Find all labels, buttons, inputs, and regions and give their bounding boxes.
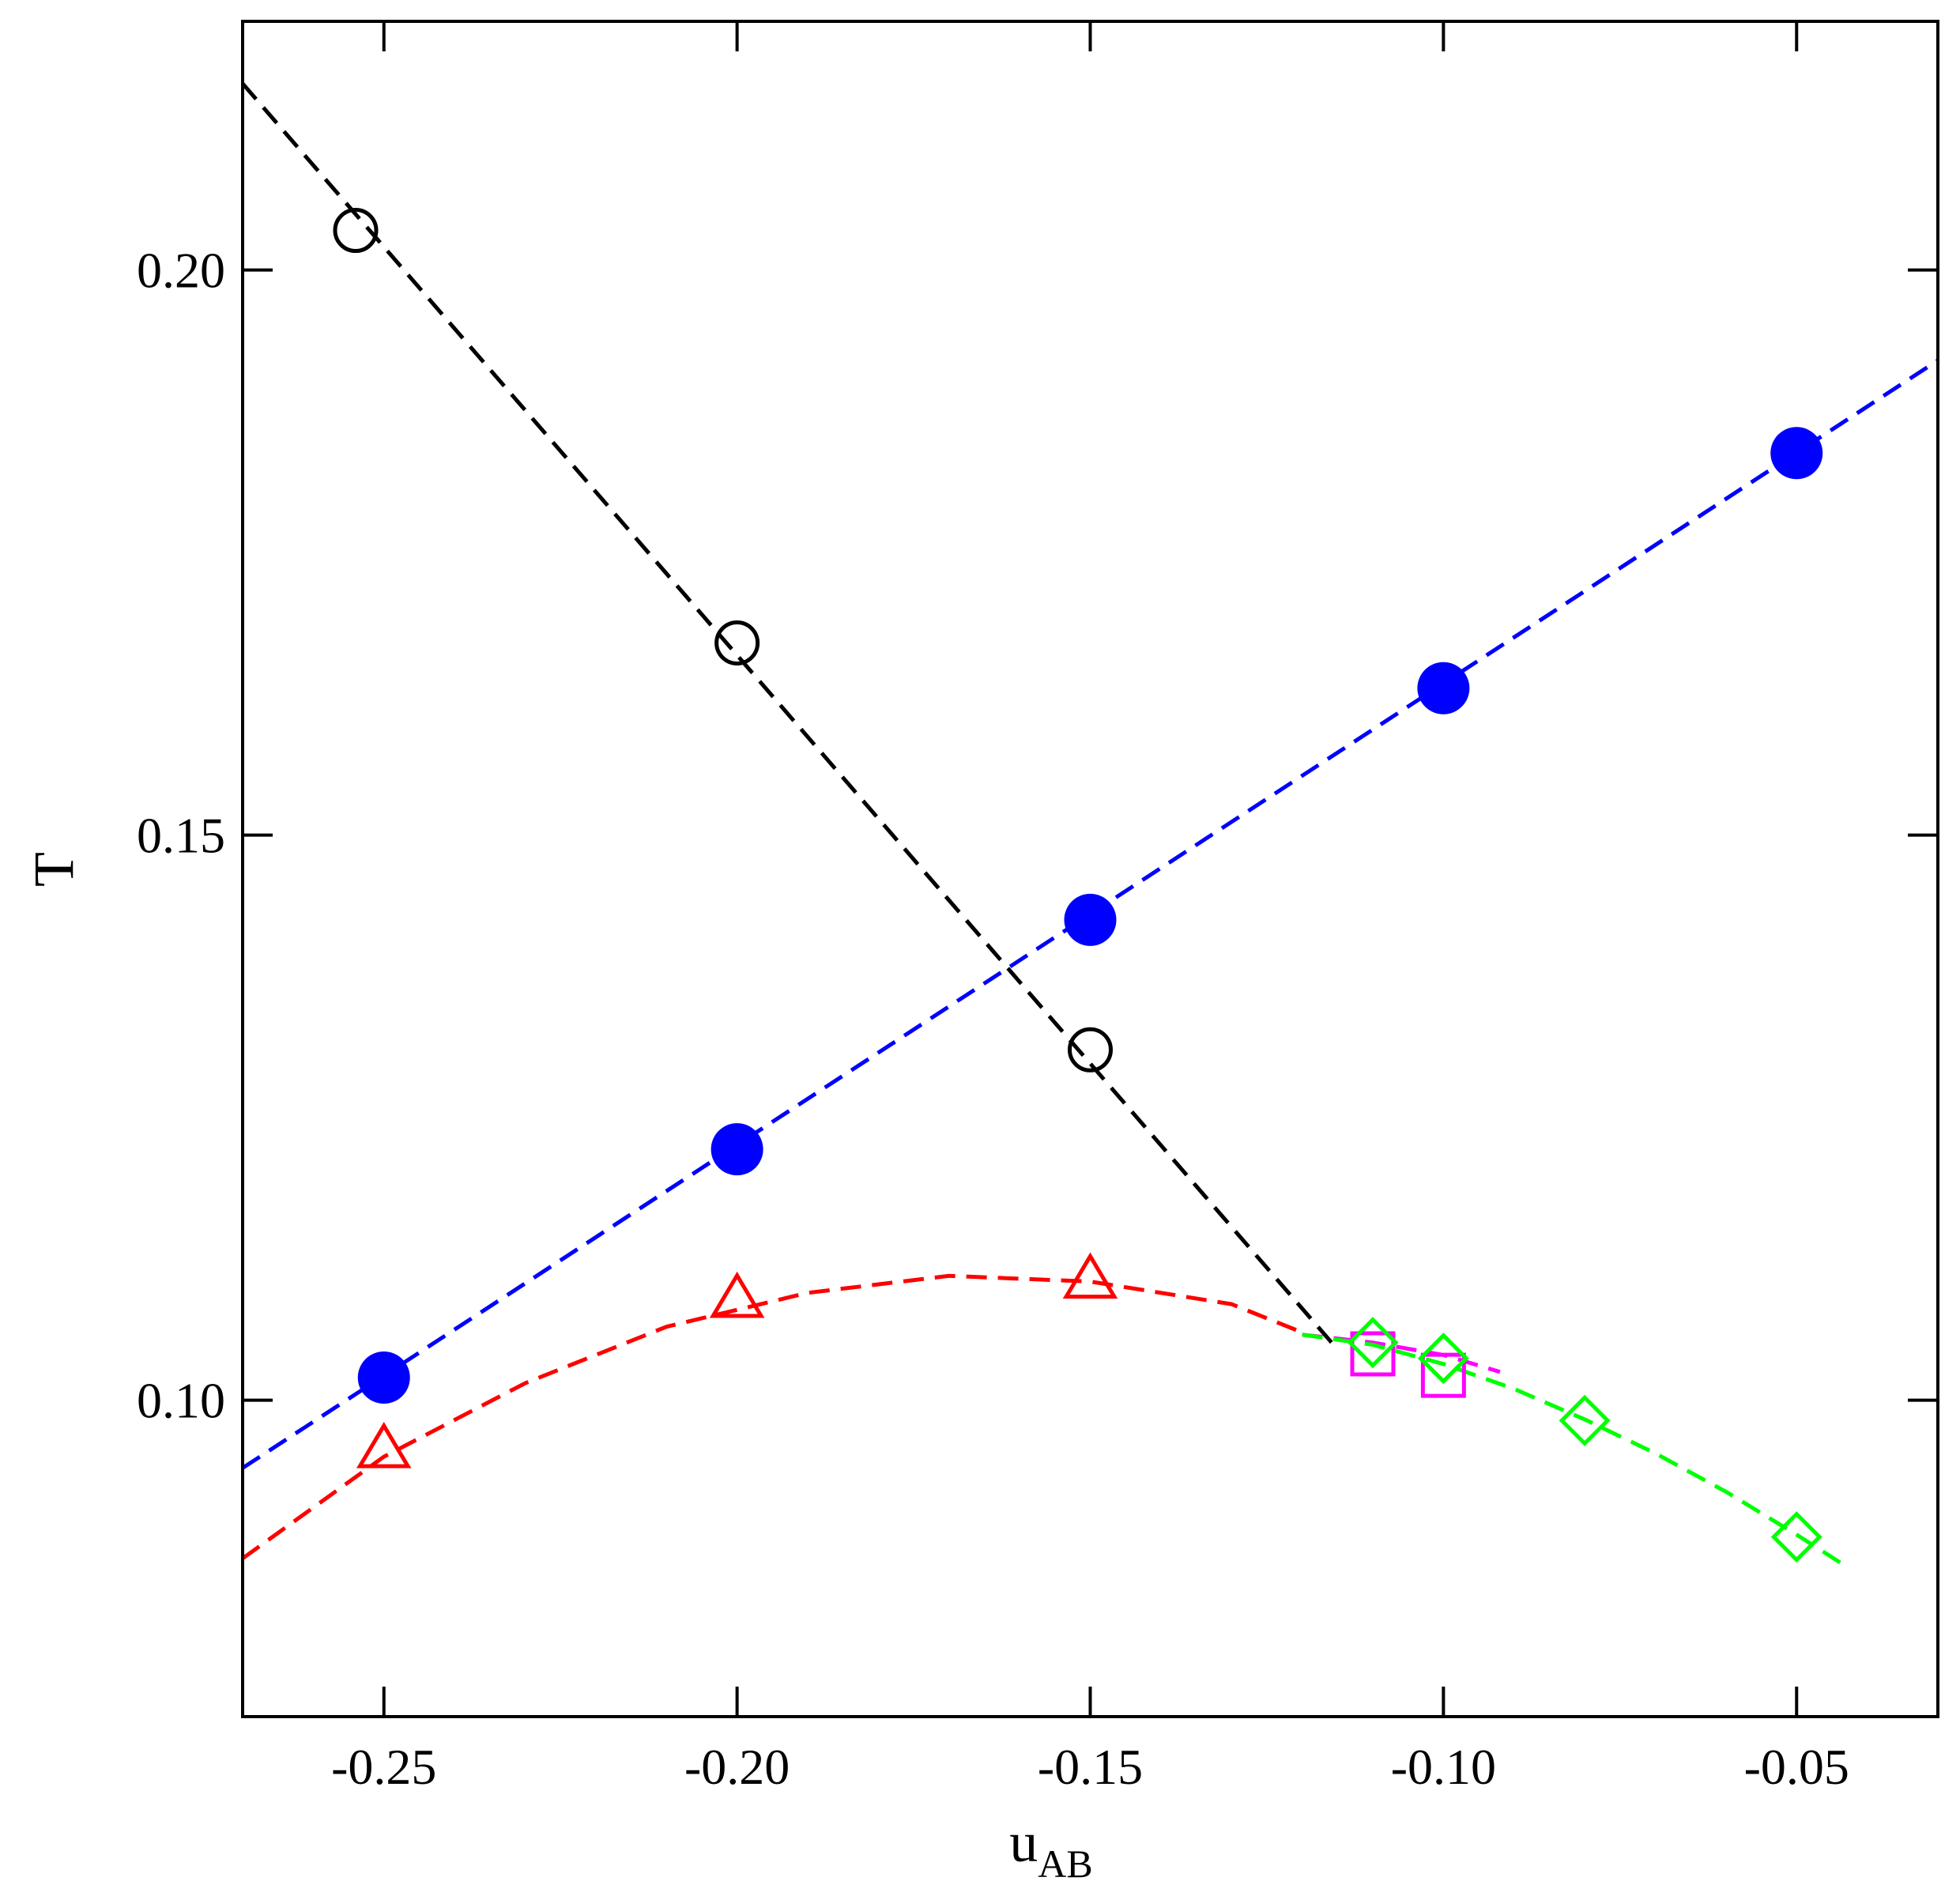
y-axis-title: T (22, 852, 85, 887)
x-tick-label: -0.20 (684, 1739, 790, 1795)
series-line-open-circle (243, 82, 1340, 1351)
x-axis-title: uAB (1009, 1811, 1092, 1886)
open-square-marker (1420, 1352, 1466, 1398)
open-diamond-marker (1347, 1317, 1399, 1369)
open-triangle-marker (1062, 1252, 1118, 1299)
open-circle-marker (1068, 1027, 1113, 1073)
y-tick-label: 0.20 (137, 243, 225, 299)
x-tick-label: -0.10 (1391, 1739, 1496, 1795)
open-square-marker (1350, 1331, 1396, 1377)
open-diamond-marker (1417, 1333, 1469, 1385)
open-circle-marker (333, 208, 379, 254)
filled-circle-marker (1064, 893, 1117, 946)
open-diamond-marker (1559, 1394, 1611, 1446)
open-circle-marker (714, 620, 760, 665)
open-triangle-marker (709, 1271, 765, 1318)
filled-circle-marker (357, 1351, 410, 1404)
plot-frame (241, 20, 1939, 1718)
open-triangle-marker (356, 1422, 412, 1468)
filled-circle-marker (710, 1123, 763, 1176)
x-tick-label: -0.25 (331, 1739, 436, 1795)
x-tick-label: -0.15 (1038, 1739, 1143, 1795)
y-tick-label: 0.10 (137, 1373, 225, 1429)
series-line-open-triangle (243, 1273, 1303, 1560)
y-tick-label: 0.15 (137, 808, 225, 864)
axis-ticks (243, 21, 1938, 1717)
x-axis-title-main: u (1009, 1811, 1038, 1874)
fit-lines (243, 82, 1938, 1568)
x-tick-label: -0.05 (1744, 1739, 1849, 1795)
data-markers (333, 208, 1823, 1563)
filled-circle-marker (1770, 427, 1823, 480)
filled-circle-marker (1417, 662, 1470, 714)
x-axis-title-subscript: AB (1038, 1842, 1092, 1886)
tick-labels: -0.25 -0.20 -0.15 -0.10 -0.05 0.10 0.15 0.20 (137, 243, 1849, 1795)
open-diamond-marker (1770, 1511, 1822, 1563)
series-line-open-diamond (1302, 1333, 1848, 1568)
